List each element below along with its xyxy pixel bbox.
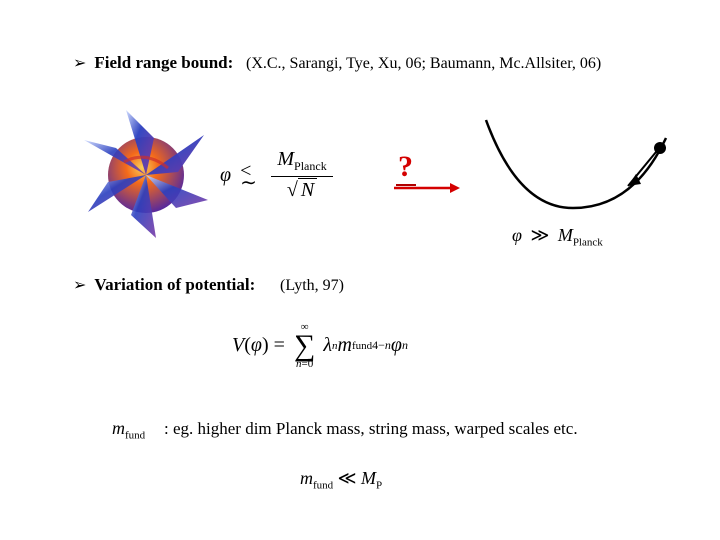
f1-M: M (277, 148, 294, 170)
f3-V: V (232, 334, 244, 357)
f1-N: N (298, 178, 317, 201)
section1-title: Field range bound: (94, 53, 233, 73)
q-text: ? (398, 150, 413, 183)
formula-potential-series: V (φ) = ∞ ∑ n=0 λn mfund4−n φn (232, 322, 408, 370)
f3-fund: fund (352, 340, 372, 352)
f4-fund: fund (313, 480, 333, 492)
f4-P: P (376, 480, 382, 492)
mfund-label: mfund (112, 418, 145, 442)
f3-phi: φ (391, 334, 402, 357)
section2-title: Variation of potential: (94, 275, 255, 295)
f3-phiexp: n (402, 338, 408, 353)
mfund-note: : eg. higher dim Planck mass, string mas… (164, 419, 578, 439)
f3-lambda: λ (323, 334, 332, 357)
f4-rel: ≪ (338, 468, 361, 488)
slide: ➢ Field range bound: (X.C., Sarangi, Tye… (0, 0, 720, 540)
formula-phi-large: φ ≫ MPlanck (512, 225, 603, 249)
f1-denominator: √N (287, 177, 317, 202)
f4-M: M (361, 468, 376, 488)
f3-exppre: 4− (372, 338, 385, 352)
bullet-icon: ➢ (73, 53, 86, 73)
question-mark: ? (398, 150, 413, 184)
f4-m: m (300, 468, 313, 488)
section2-citation: (Lyth, 97) (280, 277, 344, 295)
f1-rad: √ (287, 179, 298, 201)
formula-mfund-small: mfund ≪ MP (300, 468, 382, 492)
mfund-m: m (112, 418, 125, 438)
section2-heading: ➢ Variation of potential: (73, 275, 255, 295)
section1-heading: ➢ Field range bound: (73, 53, 233, 73)
f2-M: M (558, 225, 573, 245)
f3-m: m (337, 334, 351, 357)
f1-numerator: MPlanck (271, 148, 332, 177)
section1-citation: (X.C., Sarangi, Tye, Xu, 06; Baumann, Mc… (246, 55, 601, 73)
f3-sum: ∑ (294, 333, 315, 359)
f3-loweq: =0 (302, 358, 314, 370)
formula-field-bound: φ < ∼ MPlanck √N (220, 148, 333, 202)
f2-planck: Planck (573, 237, 603, 249)
mfund-sub: fund (125, 430, 145, 442)
question-arrow-icon (392, 180, 462, 196)
bullet-icon: ➢ (73, 275, 86, 295)
f1-lhs: φ < ∼ (220, 164, 251, 187)
potential-curve (478, 108, 678, 218)
f1-planck: Planck (294, 159, 327, 173)
orb-figure (76, 100, 216, 240)
